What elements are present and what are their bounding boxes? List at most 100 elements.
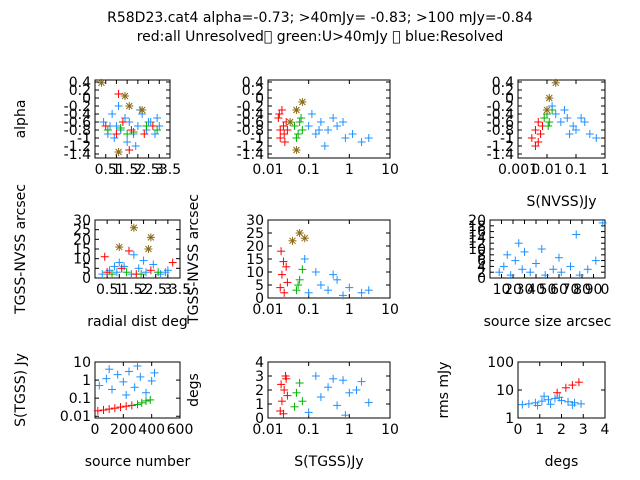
data-point xyxy=(316,393,325,401)
x-tick-label: 3.5 xyxy=(169,282,191,298)
y-tick-label: -0.8 xyxy=(64,123,91,139)
data-point xyxy=(121,92,129,100)
data-point xyxy=(133,122,142,130)
data-point xyxy=(511,256,520,265)
data-point xyxy=(546,400,555,409)
x-tick-label: 80 xyxy=(573,282,591,298)
data-point xyxy=(532,259,540,268)
y-tick-label: -1.4 xyxy=(487,147,514,163)
data-point xyxy=(112,130,121,138)
x-axis-label: S(NVSS)Jy xyxy=(526,194,596,210)
data-point xyxy=(290,402,299,411)
x-tick-label: 20 xyxy=(504,282,522,298)
y-tick-label: -1 xyxy=(77,131,91,147)
data-point xyxy=(503,250,512,259)
x-tick-label: 0 xyxy=(601,282,610,298)
data-point xyxy=(95,381,104,390)
data-point xyxy=(348,130,357,138)
x-tick-label: 1 xyxy=(345,422,354,438)
y-tick-label: 4 xyxy=(477,259,486,275)
data-point xyxy=(577,114,586,122)
data-point xyxy=(333,122,342,130)
data-point xyxy=(563,114,572,122)
x-tick-label: 200 xyxy=(110,422,137,438)
data-point xyxy=(153,114,162,122)
data-point xyxy=(298,126,307,134)
y-tick-label: 0.4 xyxy=(492,75,514,91)
data-point xyxy=(574,378,583,387)
y-tick-label: 15 xyxy=(246,252,264,268)
data-point xyxy=(117,264,126,273)
data-point xyxy=(286,118,295,126)
data-point xyxy=(133,362,142,371)
data-point xyxy=(345,283,354,292)
x-tick-label: 2 xyxy=(139,282,148,298)
y-tick-label: 20 xyxy=(468,213,486,229)
y-tick-label: -0.6 xyxy=(237,115,264,131)
plot-frame xyxy=(94,219,181,279)
x-tick-label: 0.01 xyxy=(531,162,562,178)
data-point xyxy=(560,106,569,114)
data-point xyxy=(110,262,119,271)
data-point xyxy=(137,398,146,407)
y-tick-label: -1.4 xyxy=(64,147,91,163)
data-point xyxy=(290,122,299,130)
data-point xyxy=(329,270,338,279)
y-tick-label: -0.2 xyxy=(237,99,264,115)
x-tick-label: 0.1 xyxy=(298,422,320,438)
data-point xyxy=(541,271,550,280)
data-point xyxy=(526,268,535,277)
data-point xyxy=(153,126,162,134)
data-point xyxy=(568,381,577,390)
data-point xyxy=(545,118,554,126)
data-point xyxy=(144,245,153,253)
data-point xyxy=(345,388,354,397)
x-axis-label: degs xyxy=(545,454,579,470)
x-tick-label: 0.001 xyxy=(498,162,538,178)
data-point xyxy=(506,271,515,280)
y-tick-label: 1 xyxy=(82,373,91,389)
y-tick-label: 0 xyxy=(477,271,486,287)
data-point xyxy=(146,266,155,275)
data-point xyxy=(139,256,148,265)
x-tick-label: 3 xyxy=(163,282,172,298)
x-tick-label: 2 xyxy=(133,162,142,178)
data-point xyxy=(311,372,320,380)
data-point xyxy=(499,262,508,271)
data-point xyxy=(161,268,170,277)
x-tick-label: 1 xyxy=(345,302,354,318)
data-point xyxy=(364,398,373,407)
data-point xyxy=(524,399,533,408)
y-tick-label: 0 xyxy=(82,91,91,107)
data-point xyxy=(495,268,504,277)
data-point xyxy=(329,114,338,122)
x-tick-label: 400 xyxy=(138,422,165,438)
data-point xyxy=(585,130,594,138)
data-point xyxy=(125,367,133,376)
data-point xyxy=(105,405,114,414)
data-point xyxy=(151,130,159,138)
data-point xyxy=(112,268,121,277)
x-tick-label: 4 xyxy=(601,422,610,438)
data-point xyxy=(307,110,316,118)
data-point xyxy=(123,138,132,146)
data-point xyxy=(274,114,283,122)
data-point xyxy=(518,400,527,409)
data-point xyxy=(591,256,600,265)
data-point xyxy=(592,134,601,142)
data-point xyxy=(544,122,553,130)
data-point xyxy=(277,397,286,406)
data-point xyxy=(119,377,128,386)
data-point xyxy=(283,126,292,134)
data-point xyxy=(324,126,333,134)
data-point xyxy=(537,245,546,253)
y-tick-label: 25 xyxy=(73,223,91,239)
data-point xyxy=(97,78,106,87)
data-point xyxy=(168,258,177,267)
y-tick-label: -1 xyxy=(250,131,264,147)
x-tick-label: 3 xyxy=(579,422,588,438)
y-tick-label: -1 xyxy=(500,131,514,147)
